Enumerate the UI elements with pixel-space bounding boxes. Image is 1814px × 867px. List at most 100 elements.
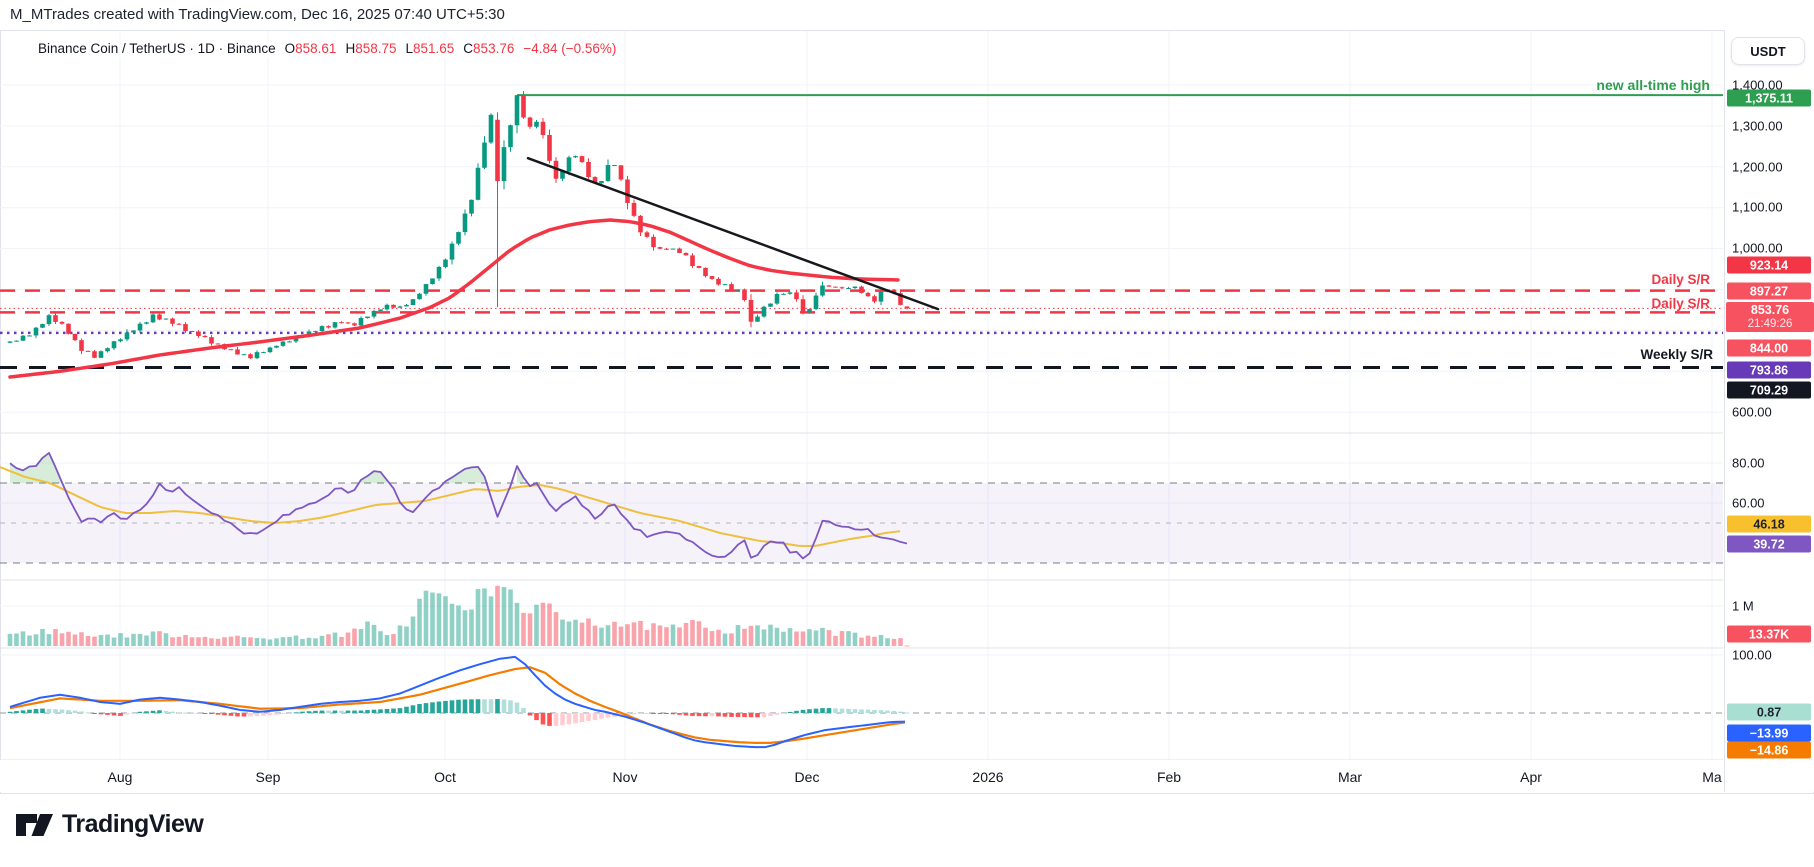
macd-histogram-bar: [131, 713, 136, 714]
tradingview-logo[interactable]: TradingView: [16, 810, 204, 839]
macd-histogram-bar: [514, 702, 520, 713]
candle-body: [761, 306, 767, 317]
candle-body: [618, 165, 624, 180]
candle-body: [508, 125, 513, 148]
candle-body: [527, 117, 533, 127]
volume-bar: [488, 596, 494, 646]
candle-body: [644, 232, 650, 237]
candle-body: [449, 243, 455, 260]
volume-bar: [651, 623, 656, 646]
candle-body: [592, 177, 598, 184]
volume-bar: [345, 632, 351, 646]
candle-body: [774, 294, 780, 304]
volume-bar: [625, 624, 630, 646]
macd-histogram-bar: [566, 713, 572, 725]
symbol-title: Binance Coin / TetherUS · 1D · Binance: [38, 41, 276, 56]
macd-histogram-bar: [378, 709, 383, 713]
candle-body: [852, 286, 858, 288]
volume-bar: [391, 634, 396, 646]
volume-bar: [482, 588, 487, 646]
macd-histogram-bar: [852, 709, 858, 713]
candle-body: [196, 331, 201, 336]
candle-body: [742, 289, 747, 301]
volume-bar: [14, 633, 19, 646]
time-axis-label: Apr: [1520, 769, 1542, 785]
candle-body: [274, 345, 279, 348]
macd-histogram-bar: [183, 712, 188, 714]
volume-bar: [85, 635, 91, 646]
volume-bar: [534, 604, 539, 646]
volume-bar: [358, 629, 364, 646]
candle-body: [729, 284, 734, 291]
candle-body: [215, 343, 221, 345]
volume-bar: [813, 630, 819, 646]
volume-bar: [20, 631, 26, 646]
macd-histogram-bar: [98, 713, 104, 715]
candle-body: [813, 295, 819, 310]
current-price-label: 853.76 21:49:26: [1726, 302, 1814, 332]
volume-bar: [430, 592, 435, 646]
volume-bar: [137, 633, 143, 646]
macd-histogram-bar: [40, 708, 45, 713]
candle-body: [176, 323, 182, 325]
candle-body: [228, 349, 234, 351]
price-tick: 600.00: [1732, 404, 1772, 420]
macd-histogram-bar: [371, 709, 377, 713]
macd-histogram-bar: [527, 713, 533, 716]
volume-bar: [339, 636, 344, 646]
macd-histogram-bar: [85, 712, 91, 714]
macd-histogram-bar: [904, 712, 910, 714]
candle-body: [475, 167, 481, 200]
macd-histogram-bar: [326, 710, 331, 713]
time-axis[interactable]: Aug Sep Oct Nov Dec 2026 Feb Mar Apr Ma: [0, 760, 1724, 792]
candle-body: [189, 330, 195, 332]
candle-body: [573, 156, 578, 158]
currency-toggle-button[interactable]: USDT: [1731, 37, 1805, 65]
candle-body: [547, 134, 552, 161]
candle-body: [651, 236, 656, 248]
volume-bar: [891, 638, 897, 646]
price-label-chip: 923.14: [1727, 256, 1811, 274]
volume-bar: [748, 625, 754, 646]
candle-body: [787, 292, 793, 294]
candle-body: [241, 354, 247, 356]
price-label-chip: 46.18: [1727, 515, 1811, 533]
volume-bar: [72, 634, 78, 646]
candle-body: [807, 309, 812, 313]
candle-body: [625, 179, 630, 203]
volume-bar: [833, 635, 838, 646]
macd-histogram-bar: [833, 708, 838, 713]
candle-body: [605, 165, 611, 182]
volume-bar: [521, 612, 526, 646]
volume-bar: [131, 633, 136, 646]
tradingview-logo-icon: [16, 813, 53, 836]
candle-body: [124, 332, 130, 340]
volume-bar: [735, 625, 741, 646]
macd-histogram-bar: [105, 713, 110, 715]
ohlc-high: H858.75: [345, 41, 397, 56]
volume-bar: [105, 634, 110, 646]
macd-histogram-bar: [605, 713, 611, 718]
macd-histogram-bar: [495, 699, 500, 713]
macd-histogram-bar: [7, 711, 13, 713]
volume-bar: [605, 625, 611, 646]
volume-bar: [378, 631, 383, 646]
candle-body: [534, 121, 539, 127]
macd-histogram-bar: [46, 708, 52, 713]
macd-histogram-bar: [761, 713, 767, 718]
macd-histogram-bar: [410, 705, 416, 713]
macd-histogram-bar: [651, 713, 656, 714]
candle-body: [716, 278, 721, 285]
macd-histogram-bar: [638, 713, 643, 714]
symbol-legend[interactable]: Binance Coin / TetherUS · 1D · Binance O…: [34, 39, 621, 58]
candle-body: [72, 333, 78, 341]
price-scale[interactable]: USDT 1,400.00 1,300.00 1,200.00 1,100.00 1,0…: [1724, 30, 1814, 792]
volume-bar: [826, 630, 832, 646]
chart-canvas[interactable]: [0, 30, 1724, 792]
volume-bar: [40, 628, 45, 646]
volume-bar: [820, 627, 825, 646]
candle-body: [586, 161, 591, 178]
volume-bar: [904, 645, 910, 647]
macd-histogram-bar: [560, 713, 565, 726]
candle-body: [326, 326, 331, 328]
